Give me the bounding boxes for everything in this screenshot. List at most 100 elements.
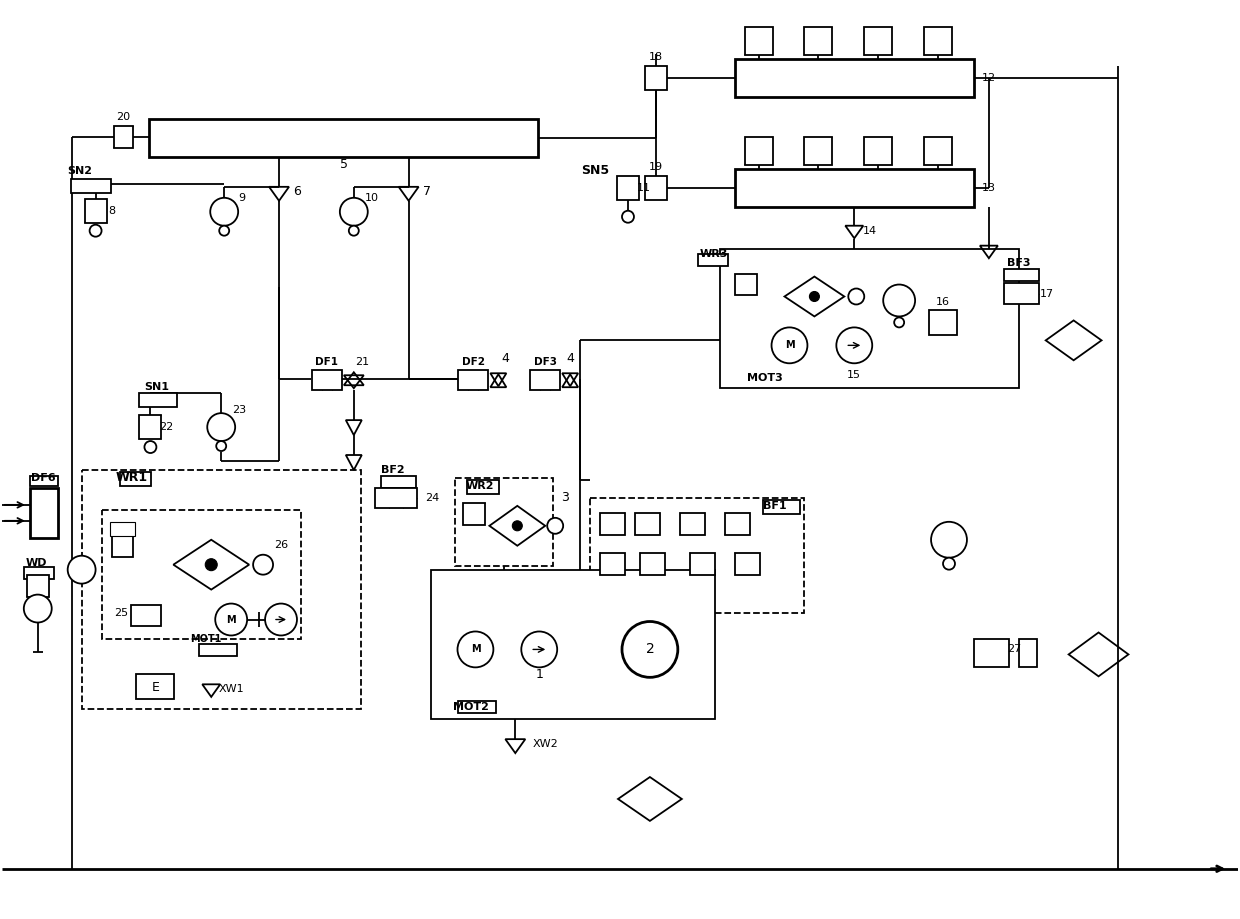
Bar — [719, 249, 1019, 388]
Bar — [109, 522, 135, 536]
Text: WR1: WR1 — [115, 471, 148, 484]
Text: 5: 5 — [340, 158, 348, 171]
Text: 4: 4 — [501, 352, 510, 365]
Circle shape — [894, 317, 904, 327]
Text: MOT3: MOT3 — [746, 373, 782, 383]
Text: E: E — [151, 681, 160, 694]
Bar — [635, 513, 660, 535]
Bar — [459, 701, 496, 713]
Circle shape — [622, 210, 634, 222]
Text: 1: 1 — [536, 668, 543, 681]
Bar — [924, 28, 952, 55]
Text: BF1: BF1 — [763, 501, 786, 511]
Bar — [467, 480, 500, 494]
Bar — [139, 393, 177, 407]
Bar — [84, 199, 107, 222]
Bar — [131, 605, 161, 627]
Circle shape — [883, 285, 915, 316]
Bar — [139, 415, 161, 439]
Bar — [312, 370, 342, 391]
Circle shape — [340, 198, 368, 226]
Text: 10: 10 — [365, 193, 378, 203]
Bar — [102, 510, 301, 640]
Text: 14: 14 — [863, 226, 878, 235]
Text: 9: 9 — [238, 193, 246, 203]
Bar — [600, 552, 625, 574]
Text: 21: 21 — [355, 357, 368, 368]
Bar — [734, 59, 973, 97]
Bar — [734, 552, 760, 574]
Circle shape — [944, 558, 955, 570]
Bar — [864, 137, 892, 165]
Bar — [459, 370, 489, 391]
Text: DF2: DF2 — [463, 357, 485, 368]
Text: WR3: WR3 — [699, 249, 728, 258]
Text: DF3: DF3 — [533, 357, 557, 368]
Bar — [805, 28, 832, 55]
Bar — [30, 488, 58, 538]
Text: 7: 7 — [423, 186, 430, 199]
Circle shape — [848, 289, 864, 304]
Bar — [24, 567, 53, 579]
Bar — [973, 640, 1009, 667]
Text: M: M — [227, 615, 236, 625]
Bar — [600, 513, 625, 535]
Text: 2: 2 — [646, 642, 655, 656]
Text: 24: 24 — [425, 493, 440, 503]
Text: 27: 27 — [1007, 644, 1021, 654]
Text: 22: 22 — [159, 422, 174, 432]
Circle shape — [810, 291, 820, 301]
Bar — [734, 274, 756, 296]
Bar — [1004, 282, 1039, 304]
Text: M: M — [785, 340, 795, 350]
Text: 26: 26 — [274, 539, 288, 550]
Text: M: M — [471, 644, 480, 654]
Bar — [805, 137, 832, 165]
Bar — [374, 488, 417, 508]
Bar — [729, 258, 869, 338]
Bar — [745, 137, 773, 165]
Text: MOT2: MOT2 — [453, 702, 489, 712]
Bar — [618, 176, 639, 199]
Bar — [1004, 268, 1039, 280]
Bar — [82, 470, 361, 709]
Bar — [745, 28, 773, 55]
Circle shape — [836, 327, 872, 363]
Text: DF1: DF1 — [315, 357, 339, 368]
Bar — [150, 119, 538, 157]
Text: SN2: SN2 — [67, 165, 92, 176]
Text: DF6: DF6 — [31, 473, 56, 483]
Circle shape — [547, 517, 563, 534]
Bar — [763, 500, 801, 514]
Bar — [924, 137, 952, 165]
Bar — [430, 570, 714, 720]
Text: SN5: SN5 — [582, 165, 609, 177]
Text: 6: 6 — [293, 186, 301, 199]
Text: 15: 15 — [847, 370, 862, 380]
Circle shape — [68, 556, 95, 584]
Circle shape — [348, 226, 358, 235]
Text: 17: 17 — [1039, 289, 1054, 299]
Text: 25: 25 — [114, 607, 129, 618]
Bar — [929, 311, 957, 335]
Bar — [114, 126, 134, 148]
Text: 19: 19 — [649, 162, 663, 172]
Bar — [724, 513, 750, 535]
Circle shape — [512, 521, 522, 531]
Circle shape — [931, 522, 967, 558]
Circle shape — [622, 621, 678, 677]
Bar — [734, 169, 973, 207]
Bar — [112, 535, 134, 557]
Bar — [531, 370, 560, 391]
Bar — [640, 552, 665, 574]
Bar — [645, 176, 667, 199]
Text: WD: WD — [26, 558, 47, 568]
Bar — [590, 498, 805, 613]
Bar — [27, 574, 48, 596]
Bar — [864, 28, 892, 55]
Bar — [200, 644, 237, 656]
Bar — [455, 478, 553, 566]
Circle shape — [265, 604, 296, 635]
Bar — [464, 503, 485, 525]
Bar — [71, 179, 110, 193]
